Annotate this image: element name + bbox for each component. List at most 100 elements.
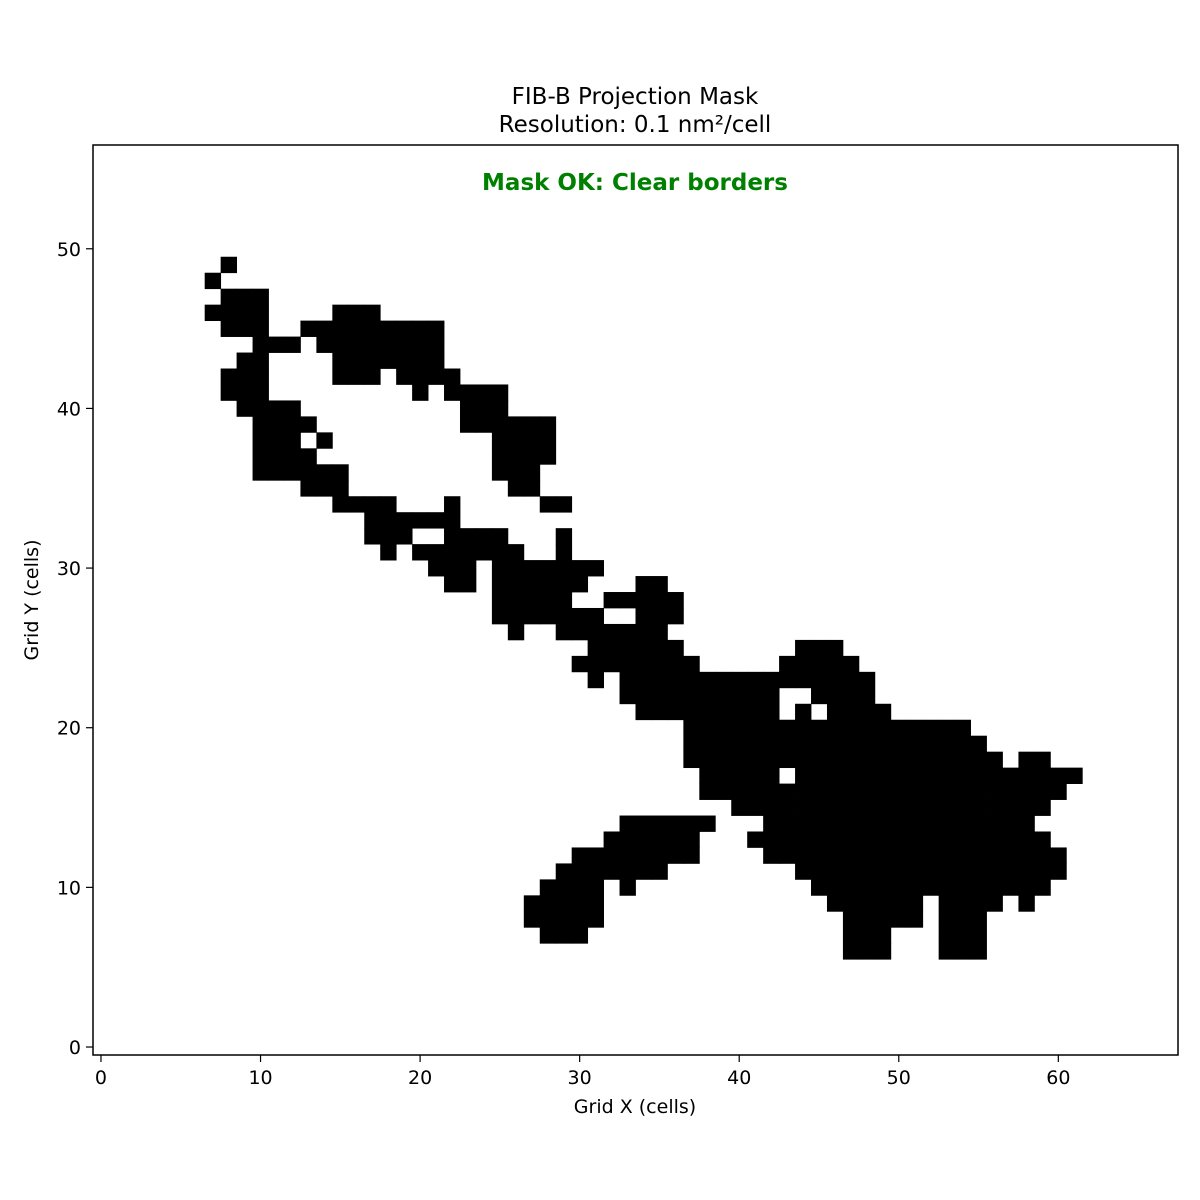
mask-cell — [268, 336, 285, 353]
mask-cell — [763, 719, 780, 737]
mask-cell — [412, 336, 429, 353]
x-axis-label: Grid X (cells) — [574, 1096, 696, 1118]
mask-cell — [970, 943, 987, 960]
mask-cell — [890, 751, 908, 769]
mask-cell — [412, 368, 429, 385]
mask-cell — [986, 767, 1003, 784]
mask-cell — [954, 751, 971, 769]
mask-cells — [204, 256, 1083, 960]
mask-cell — [332, 320, 349, 337]
mask-cell — [204, 304, 222, 322]
mask-cell — [444, 576, 461, 593]
mask-cell — [651, 703, 668, 721]
mask-cell — [858, 687, 876, 705]
mask-cell — [874, 927, 892, 944]
mask-cell — [842, 831, 860, 848]
mask-cell — [731, 687, 748, 705]
mask-cell — [874, 815, 892, 832]
mask-cell — [619, 671, 636, 689]
mask-cell — [555, 576, 573, 593]
mask-cell — [491, 592, 509, 609]
mask-cell — [826, 671, 844, 689]
y-tick-label: 10 — [57, 877, 81, 899]
mask-cell — [747, 767, 764, 784]
mask-cell — [874, 943, 892, 960]
mask-cell — [348, 352, 365, 369]
mask-cell — [571, 623, 589, 641]
mask-cell — [523, 592, 541, 609]
mask-cell — [938, 831, 956, 848]
mask-cell — [986, 847, 1003, 864]
mask-cell — [826, 719, 844, 737]
mask-cell — [364, 512, 381, 529]
mask-cell — [715, 751, 732, 769]
mask-cell — [795, 703, 812, 721]
mask-cell — [348, 304, 365, 322]
mask-cell — [667, 607, 684, 625]
mask-cell — [715, 783, 732, 800]
mask-cell — [539, 432, 557, 449]
x-tick-label: 20 — [408, 1067, 432, 1089]
mask-cell — [204, 272, 222, 290]
mask-cell — [938, 735, 956, 753]
mask-cell — [858, 943, 876, 960]
mask-cell — [826, 751, 844, 769]
mask-cell — [523, 911, 541, 928]
mask-cell — [587, 895, 604, 912]
mask-cell — [364, 304, 381, 322]
mask-cell — [220, 304, 238, 322]
mask-cell — [667, 815, 684, 832]
mask-cell — [795, 767, 812, 784]
mask-cell — [1018, 847, 1035, 864]
mask-cell — [795, 655, 812, 673]
mask-cell — [316, 336, 333, 353]
mask-cell — [922, 751, 940, 769]
mask-cell — [220, 256, 238, 274]
mask-cell — [731, 783, 748, 800]
mask-cell — [284, 432, 301, 449]
mask-cell — [587, 639, 604, 657]
chart-subtitle: Resolution: 0.1 nm²/cell — [499, 112, 772, 138]
mask-cell — [906, 847, 924, 864]
mask-cell — [906, 911, 924, 928]
mask-cell — [986, 815, 1003, 832]
mask-cell — [475, 416, 493, 433]
mask-cell — [571, 576, 589, 593]
mask-cell — [922, 831, 940, 848]
y-tick-label: 20 — [57, 718, 81, 740]
mask-cell — [539, 911, 557, 928]
mask-cell — [491, 464, 509, 481]
mask-cell — [842, 911, 860, 928]
mask-cell — [428, 544, 445, 561]
mask-cell — [252, 416, 269, 433]
mask-cell — [922, 719, 940, 737]
x-axis-ticks: 0 10 20 30 40 50 60 — [95, 1055, 1070, 1089]
mask-cell — [731, 751, 748, 769]
mask-cell — [444, 384, 461, 401]
mask-cell — [731, 719, 748, 737]
mask-cell — [795, 799, 812, 816]
mask-cell — [842, 751, 860, 769]
mask-cell — [667, 592, 684, 609]
mask-cell — [507, 560, 525, 577]
mask-cell — [236, 400, 253, 417]
mask-cell — [268, 432, 285, 449]
mask-cell — [731, 703, 748, 721]
mask-cell — [459, 560, 477, 577]
mask-cell — [842, 895, 860, 912]
mask-cell — [635, 703, 652, 721]
mask-cell — [1018, 879, 1035, 896]
mask-cell — [763, 767, 780, 784]
mask-cell — [412, 384, 429, 401]
mask-cell — [922, 767, 940, 784]
mask-cell — [268, 464, 285, 481]
mask-cell — [667, 831, 684, 848]
mask-cell — [507, 480, 525, 497]
mask-cell — [635, 671, 652, 689]
mask-cell — [986, 783, 1003, 800]
mask-cell — [348, 496, 365, 513]
mask-cell — [1002, 831, 1019, 848]
mask-cell — [826, 847, 844, 864]
mask-cell — [236, 384, 253, 401]
mask-cell — [858, 815, 876, 832]
